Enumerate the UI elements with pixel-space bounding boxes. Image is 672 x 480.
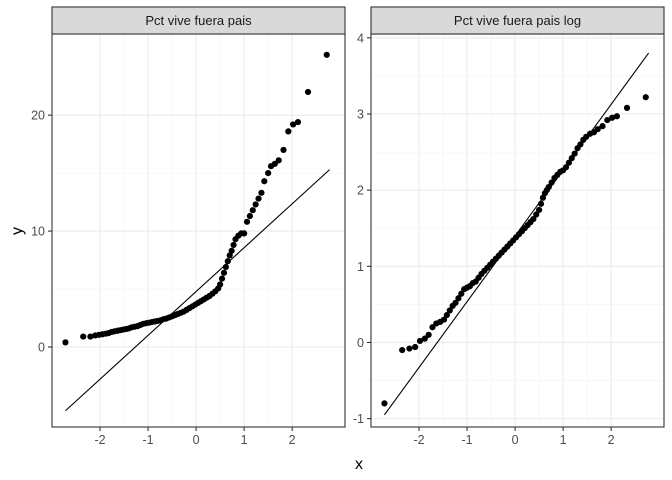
data-point [458,290,465,297]
facet-panel-2: Pct vive fuera pais log -2 -1 0 1 2 -1 0 1 2 3 4 [353,6,665,447]
data-point [261,178,268,185]
y-tick-label: 1 [357,260,364,274]
data-point [446,307,453,314]
data-point [412,343,419,351]
x-tick-label: -1 [462,433,473,447]
data-point [642,94,649,101]
data-point [571,150,578,157]
y-tick-label: 4 [357,31,364,45]
facet-strip [370,6,665,35]
data-point [241,230,248,237]
x-tick-label: 2 [608,433,615,447]
data-point [530,215,537,223]
data-point [537,200,545,207]
data-point [623,104,631,111]
x-axis-title: x [355,456,363,473]
data-point [252,201,259,208]
y-tick-label: 0 [38,341,45,355]
data-point [217,281,224,288]
x-tick-label: 1 [560,433,567,447]
data-point [226,252,233,259]
data-point [80,333,87,340]
data-point [568,155,575,162]
data-point [425,331,432,338]
data-point [452,299,459,306]
data-point [230,241,237,249]
data-point [265,170,272,177]
data-point [249,207,256,214]
data-point [218,275,226,282]
data-point [545,183,552,191]
x-tick-label: 1 [241,433,248,447]
data-point [440,316,448,323]
data-point [228,247,235,254]
y-tick-label: 10 [31,225,45,239]
data-point [604,116,611,124]
data-point [280,146,287,154]
data-point [421,335,428,342]
data-point [285,128,292,135]
data-point [323,51,330,58]
data-point [290,121,297,128]
x-tick-label: 2 [289,433,296,447]
data-point [443,311,450,319]
data-point [399,346,406,354]
data-point [255,195,262,202]
y-tick-label: 0 [357,336,364,350]
y-axis-title: y [9,227,26,235]
y-tick-label: -1 [353,412,364,426]
data-point [565,159,572,166]
x-tick-label: -2 [94,433,105,447]
data-point [258,189,265,196]
panel-background [52,34,345,427]
data-point [429,324,436,331]
data-point [406,345,413,352]
data-point [536,206,543,214]
qq-reference-line [65,169,331,412]
data-point [304,88,312,96]
data-point [577,141,584,148]
facet-title: Pct vive fuera pais [145,13,252,28]
data-point [243,218,251,225]
y-tick-label: 3 [357,107,364,121]
y-tick-label: 2 [357,184,364,198]
x-tick-label: -1 [143,433,154,447]
data-point [609,114,616,121]
data-point [533,211,540,218]
facet-strip [51,6,346,35]
data-point [294,119,302,126]
data-point [599,123,606,130]
x-tick-label: -2 [413,433,424,447]
data-point [594,126,601,133]
x-tick-label: 0 [512,433,519,447]
data-point [381,400,388,407]
data-point [548,179,555,186]
data-point [246,212,253,220]
facet-title: Pct vive fuera pais log [454,13,581,28]
data-point [455,295,462,302]
data-point [613,113,621,120]
data-point [62,339,69,346]
data-point [220,269,228,276]
data-point [275,157,282,164]
x-tick-label: 0 [193,433,200,447]
data-point [562,164,570,171]
data-point [224,258,231,265]
data-point [87,333,94,340]
data-point [222,263,229,271]
data-point [416,337,424,345]
y-tick-label: 20 [31,109,45,123]
